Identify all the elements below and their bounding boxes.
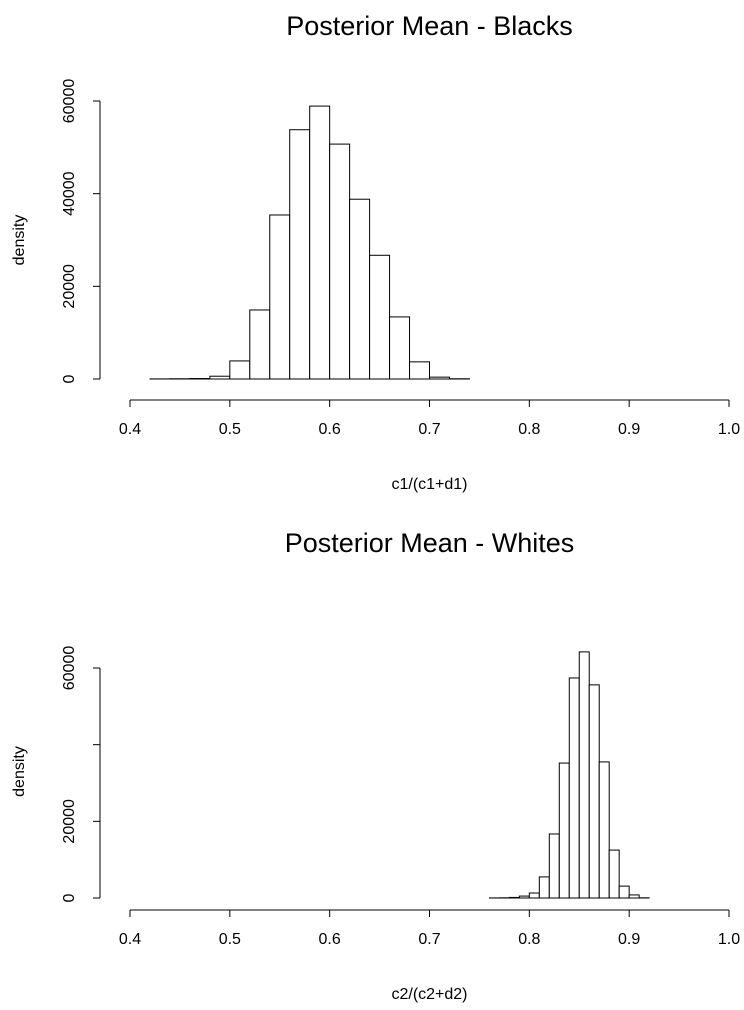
y-tick-label: 60000	[61, 646, 78, 691]
bar	[608, 849, 620, 899]
bar	[548, 833, 560, 899]
bar	[538, 876, 550, 899]
x-axis-label: c2/(c2+d2)	[391, 986, 467, 1003]
bar	[309, 105, 331, 380]
bar	[269, 214, 291, 380]
x-tick-label: 1.0	[718, 421, 740, 438]
bar	[518, 895, 530, 899]
bar	[249, 309, 271, 380]
x-tick-label: 0.8	[518, 931, 540, 948]
x-tick-label: 0.9	[618, 421, 640, 438]
x-tick-label: 0.6	[319, 931, 341, 948]
x-axis-label: c1/(c1+d1)	[391, 476, 467, 493]
bar	[558, 762, 570, 899]
bar	[578, 651, 590, 899]
bar	[289, 129, 311, 380]
y-tick-label: 20000	[61, 799, 78, 844]
bar	[389, 316, 411, 380]
bar	[349, 198, 371, 380]
y-axis-label: density	[11, 215, 28, 266]
chart-title: Posterior Mean - Whites	[285, 528, 575, 558]
y-tick-label: 20000	[61, 264, 78, 309]
bar	[409, 361, 430, 380]
chart-title: Posterior Mean - Blacks	[286, 11, 573, 41]
bar	[229, 360, 251, 380]
bar	[598, 761, 610, 899]
bar	[528, 892, 540, 899]
x-tick-label: 1.0	[718, 931, 740, 948]
x-tick-label: 0.5	[219, 421, 241, 438]
y-tick-label: 60000	[61, 79, 78, 124]
y-tick-label: 0	[61, 374, 78, 383]
x-tick-label: 0.7	[418, 421, 440, 438]
x-tick-label: 0.7	[418, 931, 440, 948]
bar	[628, 894, 640, 899]
bar	[588, 684, 600, 899]
x-tick-label: 0.9	[618, 931, 640, 948]
bar	[369, 254, 391, 380]
x-tick-label: 0.8	[518, 421, 540, 438]
x-tick-label: 0.5	[219, 931, 241, 948]
bar	[329, 143, 351, 380]
y-axis-label: density	[11, 746, 28, 797]
y-tick-label: 40000	[61, 171, 78, 216]
x-tick-label: 0.6	[319, 421, 341, 438]
bar	[568, 677, 580, 899]
bar	[429, 376, 450, 380]
bar	[618, 885, 630, 899]
bar	[508, 896, 520, 899]
x-tick-label: 0.4	[119, 931, 141, 948]
bar	[209, 375, 231, 380]
y-tick-label: 0	[61, 893, 78, 902]
x-tick-label: 0.4	[119, 421, 141, 438]
